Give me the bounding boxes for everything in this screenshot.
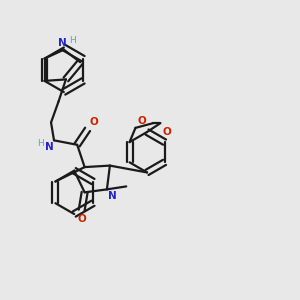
- Text: O: O: [77, 214, 86, 224]
- Text: N: N: [45, 142, 54, 152]
- Text: N: N: [108, 191, 117, 201]
- Text: H: H: [37, 140, 44, 148]
- Text: H: H: [69, 36, 76, 45]
- Text: O: O: [90, 117, 98, 127]
- Text: O: O: [162, 127, 171, 137]
- Text: N: N: [58, 38, 67, 48]
- Text: O: O: [137, 116, 146, 126]
